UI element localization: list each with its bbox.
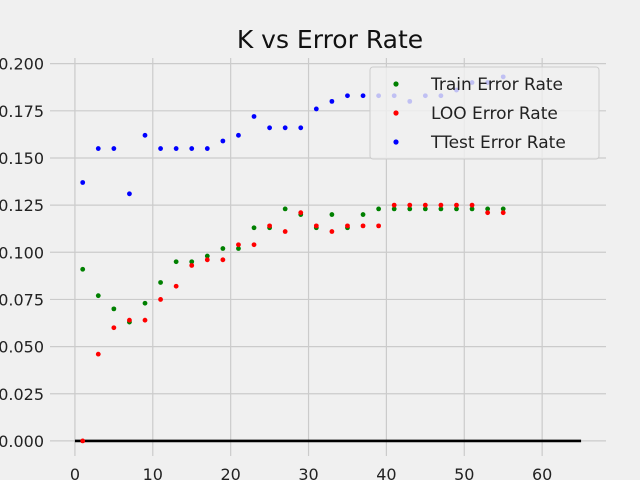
point-s1-5	[158, 297, 163, 302]
tick-labels: 0 10 20 30 40 50 60 0.000 0.025 0.050 0.075 0.100 0.…	[0, 55, 552, 480]
point-s1-15	[313, 223, 319, 229]
point-s2-12	[267, 125, 272, 131]
point-s2-1	[95, 146, 101, 151]
point-s0-19	[376, 206, 382, 212]
point-s1-19	[376, 223, 382, 229]
point-s1-0	[80, 438, 86, 444]
point-s2-8	[204, 146, 210, 151]
chart-title: K vs Error Rate	[237, 25, 423, 54]
y-tick-label-5: 0.125	[0, 196, 44, 215]
point-s1-14	[298, 210, 304, 216]
point-s0-16	[329, 212, 335, 217]
x-tick-label-6: 60	[532, 465, 552, 480]
x-tick-label-3: 30	[298, 465, 318, 480]
point-s1-26	[485, 210, 491, 216]
point-s1-12	[267, 223, 272, 229]
point-s1-21	[407, 202, 413, 208]
point-s1-10	[236, 242, 241, 248]
legend-marker-0	[393, 81, 399, 87]
point-s0-23	[438, 206, 444, 212]
point-s0-22	[422, 206, 428, 212]
legend-marker-1	[393, 110, 399, 116]
point-s1-18	[360, 223, 366, 229]
point-s0-2	[111, 306, 117, 312]
point-s1-2	[111, 325, 117, 331]
point-s0-20	[391, 206, 397, 212]
point-s2-16	[329, 98, 335, 104]
point-s1-1	[95, 351, 101, 357]
point-s1-24	[454, 202, 459, 208]
legend-marker-2	[393, 139, 399, 145]
point-s2-4	[142, 132, 148, 138]
point-s1-17	[345, 223, 350, 229]
point-s2-15	[313, 106, 319, 112]
point-s0-18	[360, 212, 366, 217]
point-s2-17	[345, 93, 350, 99]
point-s0-6	[173, 259, 179, 265]
x-tick-label-2: 20	[220, 465, 240, 480]
point-s0-21	[407, 206, 413, 212]
series-1	[80, 202, 506, 444]
y-tick-label-7: 0.175	[0, 102, 44, 121]
point-s1-23	[438, 202, 444, 208]
point-s0-0	[80, 266, 86, 272]
point-s2-0	[80, 180, 86, 185]
point-s1-25	[469, 202, 475, 208]
point-s0-27	[500, 206, 506, 212]
y-tick-label-2: 0.050	[0, 338, 44, 357]
y-tick-label-8: 0.200	[0, 55, 44, 74]
y-tick-label-6: 0.150	[0, 149, 44, 168]
legend: Train Error Rate LOO Error Rate TTest Erro…	[369, 66, 600, 160]
point-s1-8	[204, 257, 210, 263]
point-s2-5	[158, 146, 163, 151]
point-s2-10	[236, 132, 241, 138]
point-s2-7	[189, 146, 195, 151]
legend-label-0: Train Error Rate	[430, 75, 563, 95]
point-s1-7	[189, 263, 195, 268]
y-tick-label-1: 0.025	[0, 385, 44, 404]
point-s0-10	[236, 246, 241, 251]
x-tick-label-5: 50	[454, 465, 474, 480]
point-s0-1	[95, 293, 101, 299]
point-s0-5	[158, 280, 163, 285]
point-s0-25	[469, 206, 475, 212]
point-s2-11	[251, 114, 257, 119]
point-s1-13	[282, 229, 288, 234]
point-s0-24	[454, 206, 459, 212]
point-s1-11	[251, 242, 257, 248]
point-s1-27	[500, 210, 506, 216]
point-s2-18	[360, 93, 366, 99]
point-s1-6	[173, 283, 179, 289]
point-s1-9	[220, 257, 226, 263]
point-s0-4	[142, 300, 148, 306]
y-tick-label-4: 0.100	[0, 243, 44, 262]
point-s2-9	[220, 138, 226, 144]
legend-label-1: LOO Error Rate	[431, 104, 558, 124]
point-s0-9	[220, 246, 226, 251]
point-s0-7	[189, 259, 195, 265]
legend-label-2: TTest Error Rate	[430, 133, 566, 153]
legend-box	[369, 66, 600, 160]
point-s0-26	[485, 206, 491, 212]
point-s2-3	[127, 191, 132, 197]
point-s1-22	[422, 202, 428, 208]
point-s0-8	[204, 253, 210, 259]
point-s2-2	[111, 146, 117, 151]
y-tick-label-0: 0.000	[0, 432, 44, 451]
y-tick-label-3: 0.075	[0, 290, 44, 309]
point-s2-6	[173, 146, 179, 151]
x-tick-label-1: 10	[143, 465, 163, 480]
point-s2-13	[282, 125, 288, 131]
x-tick-label-4: 40	[376, 465, 396, 480]
point-s1-20	[391, 202, 397, 208]
point-s1-4	[142, 317, 148, 323]
point-s1-3	[127, 317, 132, 323]
point-s2-14	[298, 125, 304, 131]
point-s0-13	[282, 206, 288, 212]
x-tick-label-0: 0	[70, 465, 80, 480]
point-s1-16	[329, 229, 335, 234]
point-s0-11	[251, 225, 257, 231]
